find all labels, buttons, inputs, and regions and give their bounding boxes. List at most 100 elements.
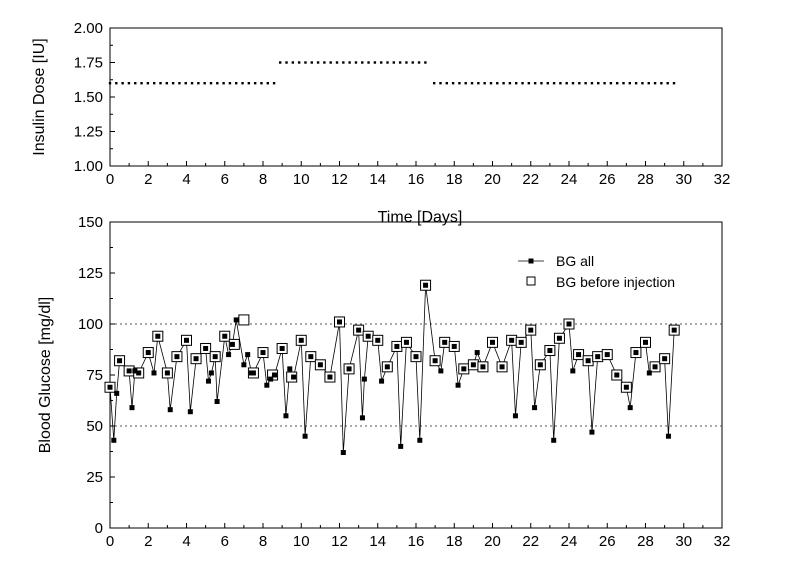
bg-all-point [129, 405, 135, 411]
bg-all-point [665, 433, 671, 439]
insulin-dose-point [540, 82, 543, 85]
glucose-x-tick-label: 28 [637, 533, 654, 550]
bg-all-point [337, 319, 342, 325]
bg-all-point [375, 337, 381, 343]
bg-all-point [512, 413, 518, 419]
insulin-x-tick-label: 18 [446, 171, 463, 188]
glucose-x-tick-label: 18 [446, 533, 463, 550]
insulin-dose-point [432, 82, 436, 85]
insulin-y-tick-label: 1.50 [74, 89, 103, 106]
bg-all-point [317, 362, 323, 368]
bg-all-point [361, 376, 367, 382]
insulin-dose-point [373, 61, 377, 64]
insulin-dose-point [666, 82, 669, 85]
bg-all-point [643, 339, 648, 345]
bg-all-point [662, 356, 668, 362]
insulin-dose-point [392, 61, 396, 64]
bg-all-point [423, 282, 429, 288]
glucose-x-tick-label: 2 [144, 533, 152, 550]
insulin-dose-point [379, 61, 383, 64]
insulin-dose-point [647, 82, 650, 85]
glucose-reference-lines [110, 323, 722, 427]
bg-all-point [174, 354, 180, 360]
insulin-x-tick-label: 6 [221, 171, 229, 188]
bg-all-point [167, 407, 173, 413]
glucose-x-tick-label: 0 [106, 533, 114, 550]
bg-all-point [208, 370, 214, 376]
bg-all-point [589, 429, 595, 435]
bg-all-markers [107, 282, 677, 456]
bg-all-point [356, 327, 362, 333]
legend-bg-before-injection-marker [526, 276, 536, 286]
bg-all-point [155, 333, 161, 339]
bg-before-injection-point [238, 314, 250, 326]
insulin-dose-point [470, 82, 474, 85]
insulin-dose-point [439, 82, 442, 85]
insulin-dose-point [140, 82, 143, 85]
insulin-x-tick-label: 10 [293, 171, 310, 188]
bg-all-point [126, 368, 132, 374]
bg-all-point [413, 354, 419, 360]
insulin-dose-point [445, 82, 448, 85]
insulin-dose-point [190, 82, 194, 85]
insulin-dose-point [354, 61, 358, 64]
bg-all-point [260, 350, 266, 356]
bg-all-point [614, 372, 620, 378]
bg-all-point [633, 350, 639, 356]
bg-before-injection-markers [104, 279, 680, 393]
insulin-y-tick-label: 2.00 [74, 20, 103, 37]
insulin-dose-point [235, 82, 238, 85]
insulin-dose-point [405, 61, 408, 64]
insulin-x-tick-label: 32 [714, 171, 731, 188]
glucose-x-tick-label: 14 [369, 533, 386, 550]
glucose-x-tick-label: 26 [599, 533, 616, 550]
bg-all-point [291, 374, 297, 380]
legend-bg-all-label: BG all [556, 253, 594, 269]
insulin-x-tick-label: 22 [522, 171, 539, 188]
insulin-dose-point [641, 82, 644, 85]
glucose-y-tick-label: 125 [78, 265, 103, 282]
insulin-dose-point [508, 82, 512, 85]
glucose-chart: 0 2 4 6 8 10 12 14 16 18 20 22 24 26 28 30 32 0255075100… [37, 214, 730, 550]
insulin-dose-point [559, 82, 562, 85]
bg-all-point [379, 378, 385, 384]
bg-all-point [556, 335, 562, 341]
insulin-dose-point [228, 82, 232, 85]
glucose-y-tick-label: 50 [86, 418, 103, 435]
insulin-dose-point [171, 82, 175, 85]
bg-all-point [184, 337, 189, 343]
insulin-x-tick-label: 28 [637, 171, 654, 188]
insulin-x-tick-label: 16 [408, 171, 425, 188]
insulin-dose-point [329, 61, 332, 64]
bg-all-point [264, 382, 270, 388]
insulin-dose-point [552, 82, 556, 85]
insulin-dose-point [127, 82, 131, 85]
bg-all-point [212, 354, 218, 360]
insulin-dose-point [411, 61, 414, 64]
insulin-dose-point [361, 61, 364, 64]
insulin-x-tick-label: 14 [369, 171, 386, 188]
glucose-x-tick-label: 6 [221, 533, 229, 550]
insulin-dose-point [335, 61, 339, 64]
bg-all-point [233, 317, 239, 323]
bg-all-point [499, 364, 505, 370]
bg-all-point [193, 356, 199, 362]
bg-all-point [132, 368, 138, 374]
insulin-dose-point [134, 82, 137, 85]
glucose-x-tick-label: 30 [675, 533, 692, 550]
glucose-y-tick-label: 100 [78, 316, 103, 333]
glucose-y-tick-label: 75 [86, 367, 103, 384]
bg-all-point [398, 443, 404, 449]
bg-all-point [394, 343, 400, 349]
bg-all-point [432, 358, 438, 364]
insulin-dose-point [546, 82, 549, 85]
bg-all-point [203, 345, 209, 351]
glucose-x-tick-label: 22 [522, 533, 539, 550]
insulin-dose-point [502, 82, 505, 85]
insulin-y-tick-label: 1.25 [74, 124, 103, 141]
bg-all-point [417, 437, 423, 443]
insulin-dose-point [527, 82, 531, 85]
insulin-dose-point [348, 61, 351, 64]
bg-all-point [474, 350, 480, 356]
